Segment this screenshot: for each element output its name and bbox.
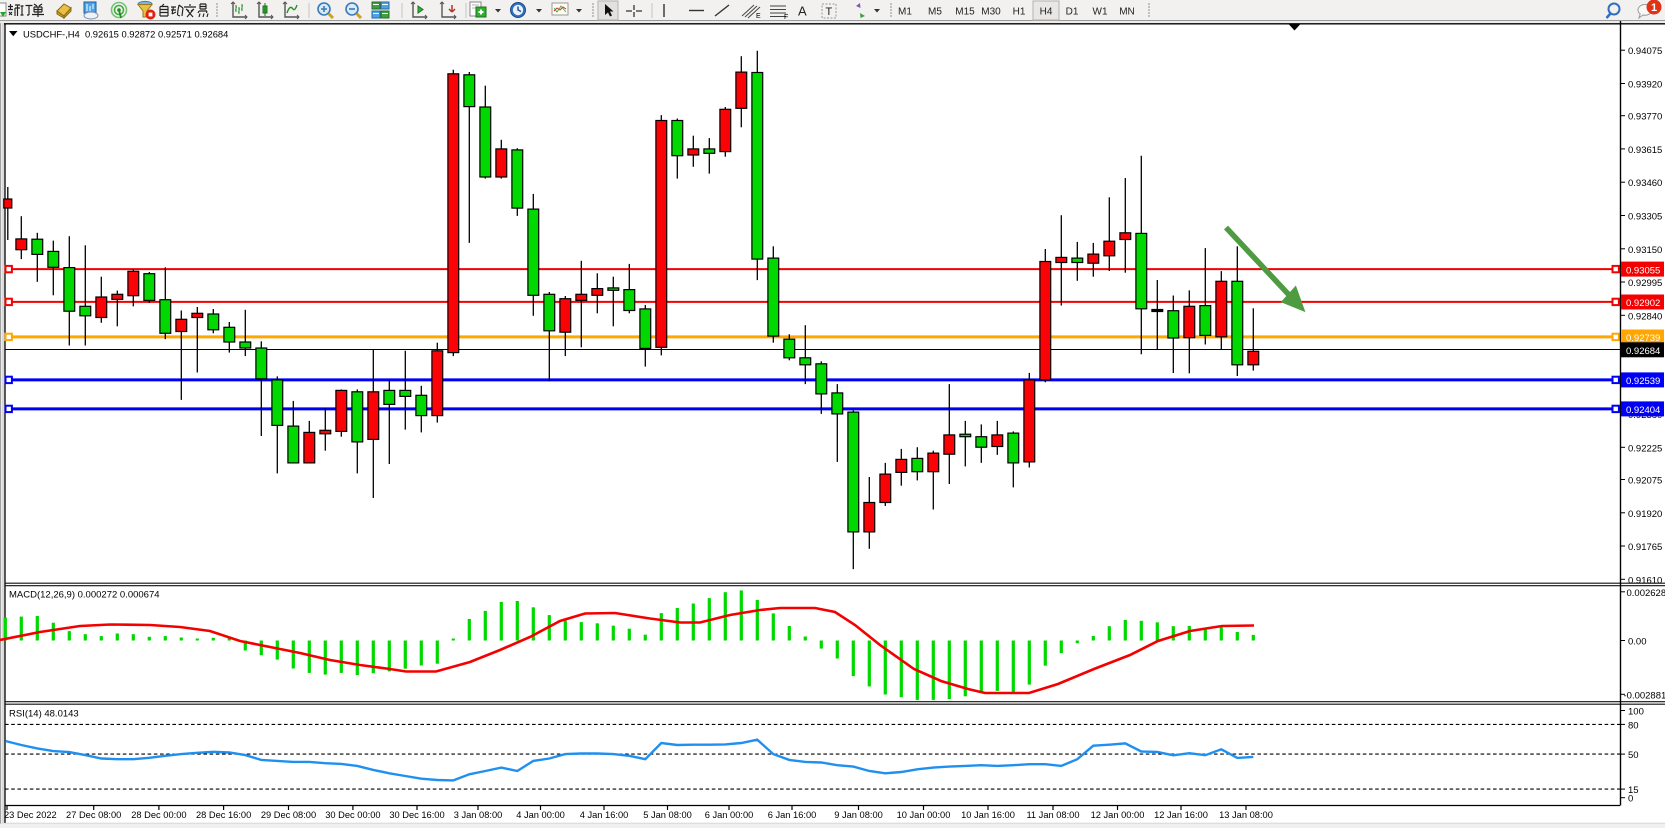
svg-text:4 Jan 16:00: 4 Jan 16:00: [580, 810, 629, 820]
svg-text:0.91920: 0.91920: [1628, 509, 1662, 520]
svg-text:MN: MN: [1119, 7, 1135, 18]
svg-text:E: E: [756, 13, 761, 20]
svg-text:0.93615: 0.93615: [1628, 145, 1662, 156]
svg-text:0.93770: 0.93770: [1628, 112, 1662, 123]
svg-text:27 Dec 08:00: 27 Dec 08:00: [66, 810, 121, 820]
svg-text:15: 15: [1628, 785, 1639, 796]
svg-text:0.92995: 0.92995: [1628, 278, 1662, 289]
svg-text:W1: W1: [1093, 7, 1108, 18]
svg-text:5 Jan 08:00: 5 Jan 08:00: [643, 810, 692, 820]
svg-text:0.92404: 0.92404: [1626, 405, 1660, 416]
svg-text:D1: D1: [1066, 7, 1079, 18]
svg-text:0.91765: 0.91765: [1628, 542, 1662, 553]
svg-text:30 Dec 00:00: 30 Dec 00:00: [325, 810, 380, 820]
svg-text:9 Jan 08:00: 9 Jan 08:00: [834, 810, 883, 820]
svg-text:0.91610: 0.91610: [1628, 575, 1662, 586]
svg-text:10 Jan 16:00: 10 Jan 16:00: [961, 810, 1015, 820]
svg-text:0.92902: 0.92902: [1626, 298, 1660, 309]
svg-text:12 Jan 16:00: 12 Jan 16:00: [1154, 810, 1208, 820]
svg-text:28 Dec 16:00: 28 Dec 16:00: [196, 810, 251, 820]
svg-text:A: A: [798, 4, 807, 19]
svg-text:6 Jan 16:00: 6 Jan 16:00: [768, 810, 817, 820]
svg-text:M30: M30: [981, 7, 1001, 18]
svg-text:0.002628: 0.002628: [1627, 588, 1665, 599]
svg-text:1: 1: [1651, 2, 1657, 14]
svg-text:-0.002881: -0.002881: [1624, 690, 1665, 701]
svg-text:6 Jan 00:00: 6 Jan 00:00: [705, 810, 754, 820]
svg-text:0.92684: 0.92684: [1626, 346, 1660, 357]
svg-text:USDCHF-,H4 0.92615 0.92872 0.: USDCHF-,H4 0.92615 0.92872 0.92571 0.926…: [23, 28, 228, 39]
svg-text:28 Dec 00:00: 28 Dec 00:00: [131, 810, 186, 820]
svg-text:0.92739: 0.92739: [1626, 333, 1660, 344]
svg-text:H1: H1: [1013, 7, 1026, 18]
svg-text:12 Jan 00:00: 12 Jan 00:00: [1091, 810, 1145, 820]
svg-text:M15: M15: [955, 7, 975, 18]
svg-text:0.93150: 0.93150: [1628, 245, 1662, 256]
svg-text:H4: H4: [1040, 7, 1053, 18]
svg-text:0.92225: 0.92225: [1628, 443, 1662, 454]
svg-text:80: 80: [1628, 720, 1639, 731]
svg-text:0.93920: 0.93920: [1628, 80, 1662, 91]
svg-text:30 Dec 16:00: 30 Dec 16:00: [389, 810, 444, 820]
svg-text:10 Jan 00:00: 10 Jan 00:00: [897, 810, 951, 820]
svg-text:0.92539: 0.92539: [1626, 376, 1660, 387]
svg-text:100: 100: [1628, 707, 1644, 718]
svg-text:0.93305: 0.93305: [1628, 212, 1662, 223]
svg-text:MACD(12,26,9) 0.000272 0.00067: MACD(12,26,9) 0.000272 0.000674: [9, 589, 160, 600]
svg-text:13 Jan 08:00: 13 Jan 08:00: [1219, 810, 1273, 820]
svg-text:RSI(14) 48.0143: RSI(14) 48.0143: [9, 708, 79, 719]
svg-text:29 Dec 08:00: 29 Dec 08:00: [261, 810, 316, 820]
svg-text:0.92075: 0.92075: [1628, 476, 1662, 487]
svg-text:0.94075: 0.94075: [1628, 46, 1662, 57]
svg-text:T: T: [826, 6, 833, 18]
svg-text:M5: M5: [928, 7, 942, 18]
svg-text:0.93055: 0.93055: [1626, 265, 1660, 276]
svg-text:50: 50: [1628, 750, 1639, 761]
svg-text:11 Jan 08:00: 11 Jan 08:00: [1026, 810, 1079, 820]
svg-text:0.92840: 0.92840: [1628, 311, 1662, 322]
svg-text:0: 0: [1628, 794, 1633, 805]
svg-text:0.93460: 0.93460: [1628, 178, 1662, 189]
svg-text:F: F: [784, 14, 788, 21]
svg-text:M1: M1: [898, 7, 912, 18]
svg-text:0.00: 0.00: [1628, 637, 1647, 648]
svg-text:23 Dec 2022: 23 Dec 2022: [4, 810, 57, 820]
svg-text:3 Jan 08:00: 3 Jan 08:00: [454, 810, 503, 820]
svg-text:4 Jan 00:00: 4 Jan 00:00: [516, 810, 565, 820]
